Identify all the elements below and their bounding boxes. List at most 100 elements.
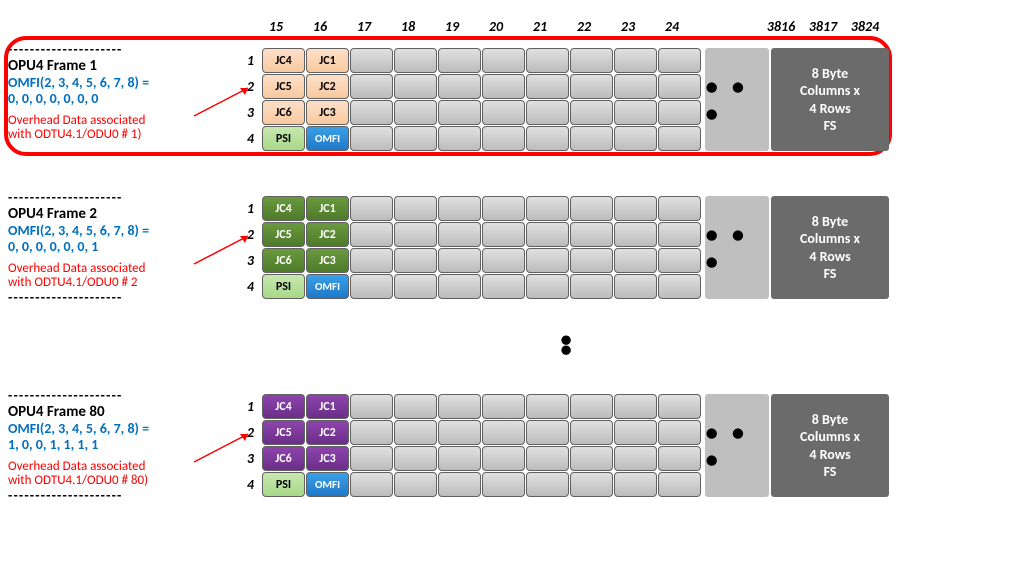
grid-cell <box>526 394 569 419</box>
jc-cell: JC6 <box>262 100 305 125</box>
fs-text: 4 Rows <box>809 446 850 464</box>
fs-text: Columns x <box>800 230 860 248</box>
grid-cell <box>482 394 525 419</box>
grid-row: JC5JC2 <box>262 420 702 446</box>
side-columns: ● ● ●8 ByteColumns x4 RowsFS <box>704 394 889 497</box>
jc-cell: JC3 <box>306 248 349 273</box>
grid-cell <box>658 126 701 151</box>
jc-cell: JC3 <box>306 446 349 471</box>
row-num: 1 <box>236 196 254 222</box>
grid-cell <box>658 394 701 419</box>
grid-cell <box>570 274 613 299</box>
grid-cell <box>438 394 481 419</box>
grid-cell <box>526 274 569 299</box>
grid-cell <box>526 248 569 273</box>
grid-cell <box>570 394 613 419</box>
fs-text: Columns x <box>800 428 860 446</box>
fs-text: Columns x <box>800 82 860 100</box>
grid-cell <box>526 222 569 247</box>
grid-cell <box>394 196 437 221</box>
ellipsis-col: ● ● ● <box>705 48 769 151</box>
grid-cell <box>438 100 481 125</box>
grid-cell <box>394 472 437 497</box>
grid-cell <box>350 74 393 99</box>
column-headers: 15 16 17 18 19 20 21 22 23 24 3816 3817 … <box>254 18 886 35</box>
grid-row: JC5JC2 <box>262 74 702 100</box>
grid-cell <box>482 248 525 273</box>
grid-cell <box>658 48 701 73</box>
grid-cell <box>438 446 481 471</box>
grid-cell <box>658 222 701 247</box>
grid-cell <box>438 74 481 99</box>
grid-row: PSIOMFI <box>262 472 702 498</box>
grid-cell <box>350 100 393 125</box>
frame-title: OPU4 Frame 1 <box>8 58 234 75</box>
psi-cell: PSI <box>262 126 305 151</box>
grid-cell <box>350 48 393 73</box>
row-numbers: 1234 <box>236 196 254 300</box>
jc-cell: JC2 <box>306 420 349 445</box>
divider: - - - - - - - - - - - - - - - - - - - - … <box>8 488 234 504</box>
grid-cell <box>438 274 481 299</box>
frame-title: OPU4 Frame 80 <box>8 404 234 421</box>
grid-cell <box>482 446 525 471</box>
col-h: 15 <box>254 18 298 35</box>
fs-text: FS <box>824 265 837 283</box>
jc-cell: JC3 <box>306 100 349 125</box>
grid-cell <box>394 126 437 151</box>
jc-cell: JC5 <box>262 420 305 445</box>
grid-cell <box>394 100 437 125</box>
jc-cell: JC5 <box>262 74 305 99</box>
grid-cell <box>570 100 613 125</box>
row-num: 3 <box>236 100 254 126</box>
grid-cell <box>438 248 481 273</box>
jc-cell: JC4 <box>262 48 305 73</box>
grid-cell <box>482 196 525 221</box>
side-columns: ● ● ●8 ByteColumns x4 RowsFS <box>704 196 889 299</box>
row-num: 4 <box>236 472 254 498</box>
grid-cell <box>570 196 613 221</box>
divider: - - - - - - - - - - - - - - - - - - - - … <box>8 290 234 306</box>
ellipsis-col: ● ● ● <box>705 394 769 497</box>
frame-grid: JC4JC1JC5JC2JC6JC3PSIOMFI <box>262 48 702 152</box>
grid-cell <box>570 248 613 273</box>
grid-cell <box>658 472 701 497</box>
grid-cell <box>394 74 437 99</box>
col-h: 20 <box>474 18 518 35</box>
jc-cell: JC1 <box>306 48 349 73</box>
row-num: 2 <box>236 74 254 100</box>
frame-title: OPU4 Frame 2 <box>8 206 234 223</box>
grid-row: PSIOMFI <box>262 126 702 152</box>
grid-row: JC6JC3 <box>262 446 702 472</box>
grid-cell <box>394 446 437 471</box>
jc-cell: JC4 <box>262 394 305 419</box>
row-num: 3 <box>236 446 254 472</box>
grid-cell <box>438 222 481 247</box>
grid-cell <box>614 100 657 125</box>
grid-cell <box>350 394 393 419</box>
jc-cell: JC5 <box>262 222 305 247</box>
grid-cell <box>438 472 481 497</box>
grid-cell <box>658 274 701 299</box>
psi-cell: PSI <box>262 472 305 497</box>
grid-cell <box>526 100 569 125</box>
fs-text: 8 Byte <box>812 213 848 231</box>
grid-cell <box>526 74 569 99</box>
row-num: 2 <box>236 420 254 446</box>
grid-cell <box>350 248 393 273</box>
grid-cell <box>526 196 569 221</box>
col-h: 3817 <box>802 18 844 35</box>
frame-grid: JC4JC1JC5JC2JC6JC3PSIOMFI <box>262 394 702 498</box>
col-h: 19 <box>430 18 474 35</box>
grid-cell <box>658 74 701 99</box>
grid-row: JC6JC3 <box>262 100 702 126</box>
grid-cell <box>570 74 613 99</box>
grid-row: PSIOMFI <box>262 274 702 300</box>
grid-cell <box>482 420 525 445</box>
grid-cell <box>614 394 657 419</box>
grid-cell <box>482 126 525 151</box>
grid-cell <box>614 420 657 445</box>
grid-cell <box>350 446 393 471</box>
col-h: 18 <box>386 18 430 35</box>
row-num: 4 <box>236 274 254 300</box>
